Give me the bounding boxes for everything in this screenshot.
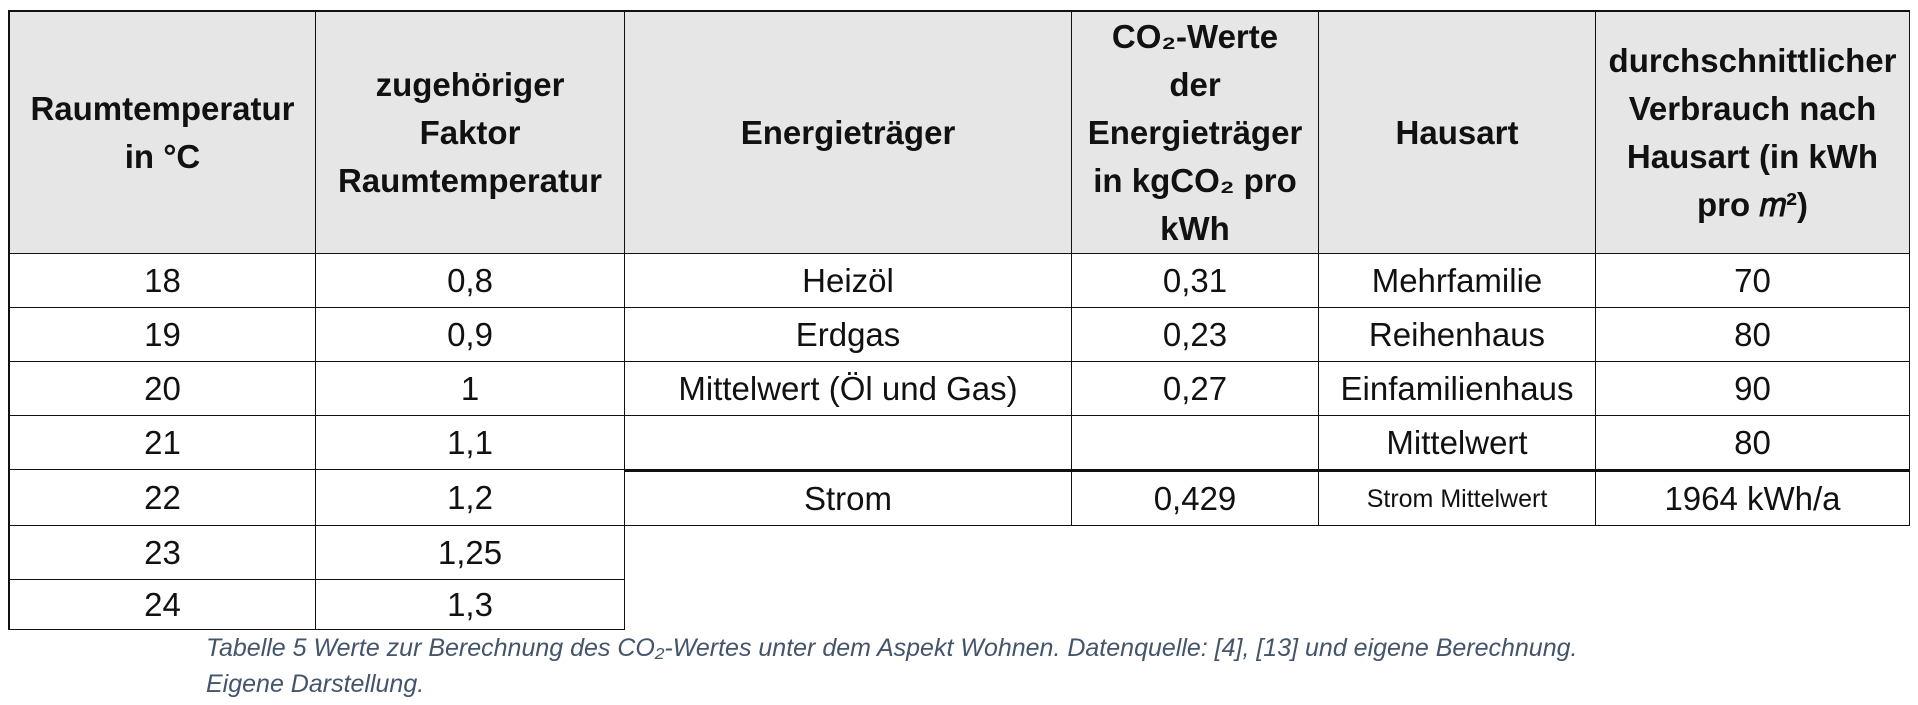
header-co2-line4: in kgCO₂ pro [1093,161,1297,199]
energietraeger-cell: Strom [625,469,1072,526]
caption-line1: Tabelle 5 Werte zur Berechnung des CO₂-W… [206,634,1578,662]
co2-cell: 0,31 [1072,254,1319,308]
verbrauch-cell: 1964 kWh/a [1596,469,1910,526]
verbrauch-cell: 90 [1596,362,1910,416]
factor-cell: 1,25 [316,526,625,580]
header-faktor-line1: zugehöriger [375,65,565,103]
header-raumtemperatur: Raumtemperatur in °C [10,12,316,254]
hausart-cell: Einfamilienhaus [1319,362,1596,416]
header-raumtemperatur-line2: in °C [124,137,201,175]
temp-cell: 22 [10,470,316,526]
energietraeger-cell [625,416,1072,470]
header-verbrauch-line4: pro 𝑚²) [1696,185,1809,223]
temp-cell: 20 [10,362,316,416]
co2-cell: 0,23 [1072,308,1319,362]
factor-cell: 1,1 [316,416,625,470]
temp-cell: 21 [10,416,316,470]
header-co2-werte: CO₂-Werte der Energieträger in kgCO₂ pro… [1072,12,1319,254]
header-verbrauch-line1: durchschnittlicher [1608,41,1897,79]
factor-cell: 0,8 [316,254,625,308]
energietraeger-cell: Erdgas [625,308,1072,362]
header-verbrauch: durchschnittlicher Verbrauch nach Hausar… [1596,12,1910,254]
header-co2-line5: kWh [1160,209,1230,247]
header-co2-line3: Energieträger [1087,113,1303,151]
header-energietraeger-line1: Energieträger [740,113,956,151]
co2-cell [1072,416,1319,470]
header-hausart: Hausart [1319,12,1596,254]
header-energietraeger: Energieträger [625,12,1072,254]
hausart-cell: Mittelwert [1319,416,1596,470]
header-raumtemperatur-line1: Raumtemperatur [30,89,295,127]
header-verbrauch-line3: Hausart (in kWh [1626,137,1879,175]
caption-line2: Eigene Darstellung. [206,670,425,698]
header-verbrauch-line2: Verbrauch nach [1628,89,1877,127]
table-caption: Tabelle 5 Werte zur Berechnung des CO₂-W… [206,630,1766,702]
factor-cell: 0,9 [316,308,625,362]
header-faktor: zugehöriger Faktor Raumtemperatur [316,12,625,254]
co2-cell: 0,429 [1072,469,1319,526]
co2-cell: 0,27 [1072,362,1319,416]
temp-cell: 23 [10,526,316,580]
hausart-cell: Mehrfamilie [1319,254,1596,308]
hausart-cell: Reihenhaus [1319,308,1596,362]
header-co2-line2: der [1169,65,1221,103]
temp-cell: 24 [10,580,316,630]
energietraeger-cell: Mittelwert (Öl und Gas) [625,362,1072,416]
table-left-border [8,10,10,630]
table-top-border [8,10,1910,12]
header-co2-line1: CO₂-Werte [1111,17,1279,55]
header-faktor-line3: Raumtemperatur [337,161,603,199]
verbrauch-cell: 70 [1596,254,1910,308]
factor-cell: 1 [316,362,625,416]
factor-cell: 1,2 [316,470,625,526]
verbrauch-cell: 80 [1596,308,1910,362]
energietraeger-cell: Heizöl [625,254,1072,308]
hausart-cell: Strom Mittelwert [1319,469,1596,526]
verbrauch-cell: 80 [1596,416,1910,470]
temp-cell: 18 [10,254,316,308]
factor-cell: 1,3 [316,580,625,630]
temp-cell: 19 [10,308,316,362]
header-hausart-line1: Hausart [1395,113,1519,151]
header-faktor-line2: Faktor [419,113,521,151]
